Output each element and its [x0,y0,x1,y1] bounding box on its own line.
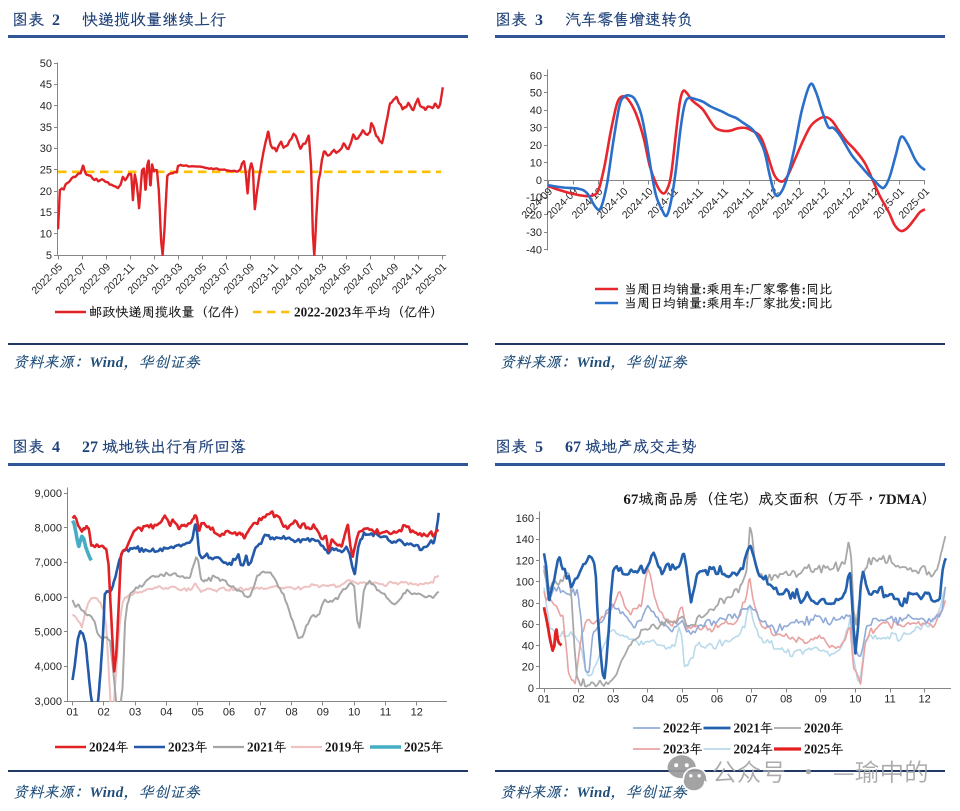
svg-text:2022-2023年平均（亿件）: 2022-2023年平均（亿件） [294,305,443,320]
svg-text:02: 02 [98,707,110,719]
svg-text:40: 40 [522,640,534,652]
svg-text:邮政快递周揽收量（亿件）: 邮政快递周揽收量（亿件） [89,305,247,320]
svg-text:2019年: 2019年 [325,740,365,755]
svg-text:60: 60 [522,619,534,631]
svg-text:8,000: 8,000 [34,523,62,535]
svg-text:9,000: 9,000 [34,488,62,500]
svg-text:06: 06 [223,707,235,719]
svg-text:4,000: 4,000 [34,661,62,673]
svg-text:10: 10 [40,229,52,241]
svg-text:30: 30 [40,143,52,155]
svg-text:120: 120 [516,555,534,567]
svg-text:12: 12 [918,694,930,706]
svg-text:-40: -40 [526,244,542,256]
svg-text:5,000: 5,000 [34,627,62,639]
svg-text:04: 04 [160,707,172,719]
svg-text:60: 60 [530,70,542,82]
svg-text:05: 05 [192,707,204,719]
svg-text:0: 0 [528,683,534,695]
svg-text:-20: -20 [526,210,542,222]
svg-text:07: 07 [745,694,757,706]
svg-text:11: 11 [380,707,391,719]
svg-text:10: 10 [530,157,542,169]
svg-text:67城商品房（住宅）成交面积（万平，7DMA）: 67城商品房（住宅）成交面积（万平，7DMA） [623,491,936,508]
svg-text:07: 07 [254,707,266,719]
svg-text:03: 03 [607,694,619,706]
svg-text:当周日均销量:乘用车:厂家批发:同比: 当周日均销量:乘用车:厂家批发:同比 [624,296,832,311]
svg-text:01: 01 [66,707,78,719]
svg-text:01: 01 [538,694,550,706]
svg-text:20: 20 [40,186,52,198]
svg-text:45: 45 [40,79,52,91]
svg-text:5: 5 [46,250,52,262]
svg-text:40: 40 [530,105,542,117]
svg-text:140: 140 [516,534,534,546]
svg-text:2025年: 2025年 [404,740,444,755]
svg-text:2023年: 2023年 [663,742,703,757]
svg-text:100: 100 [516,577,534,589]
svg-text:2025年: 2025年 [804,742,844,757]
svg-text:08: 08 [285,707,297,719]
svg-text:2023年: 2023年 [168,740,208,755]
svg-text:6,000: 6,000 [34,592,62,604]
svg-text:10: 10 [849,694,861,706]
svg-text:12: 12 [411,707,423,719]
svg-text:08: 08 [780,694,792,706]
svg-text:2020年: 2020年 [804,721,844,736]
svg-text:35: 35 [40,122,52,134]
svg-text:0: 0 [536,175,542,187]
svg-text:02: 02 [572,694,584,706]
svg-text:05: 05 [676,694,688,706]
svg-text:25: 25 [40,165,52,177]
svg-text:50: 50 [530,88,542,100]
svg-text:20: 20 [530,140,542,152]
svg-text:-10: -10 [526,192,542,204]
svg-text:09: 09 [815,694,827,706]
svg-text:10: 10 [348,707,360,719]
svg-text:2021年: 2021年 [734,721,774,736]
svg-text:3,000: 3,000 [34,696,62,708]
svg-text:当周日均销量:乘用车:厂家零售:同比: 当周日均销量:乘用车:厂家零售:同比 [624,282,832,297]
svg-text:-30: -30 [526,227,542,239]
svg-text:40: 40 [40,101,52,113]
svg-text:03: 03 [129,707,141,719]
svg-text:7,000: 7,000 [34,557,62,569]
svg-text:15: 15 [40,207,52,219]
svg-text:2022年: 2022年 [663,721,703,736]
svg-text:2024年: 2024年 [89,740,129,755]
svg-text:160: 160 [516,513,534,525]
svg-text:50: 50 [40,58,52,70]
svg-text:11: 11 [884,694,895,706]
svg-text:2021年: 2021年 [247,740,287,755]
svg-text:09: 09 [317,707,329,719]
svg-text:06: 06 [711,694,723,706]
svg-text:04: 04 [642,694,654,706]
svg-text:20: 20 [522,662,534,674]
svg-text:2024年: 2024年 [734,742,774,757]
svg-text:80: 80 [522,598,534,610]
svg-text:30: 30 [530,123,542,135]
